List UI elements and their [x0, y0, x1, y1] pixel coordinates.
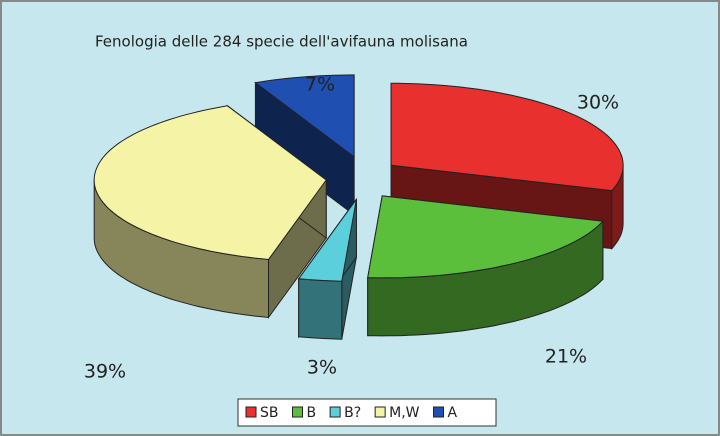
slice — [367, 195, 604, 279]
slice — [93, 105, 327, 261]
legend-label: B — [307, 405, 317, 421]
legend-label: SB — [260, 405, 279, 421]
legend-swatch — [374, 406, 386, 418]
data-label: 7% — [305, 74, 335, 96]
legend-swatch — [292, 406, 303, 418]
slice — [390, 82, 624, 192]
slice — [297, 199, 357, 282]
slice-side — [298, 278, 343, 340]
legend-box — [237, 398, 497, 427]
chart-title: Fenologia delle 284 specie dell'avifauna… — [95, 33, 468, 51]
legend-label: A — [448, 405, 458, 421]
data-label: 30% — [577, 92, 619, 114]
legend: SB B B? M,W A — [245, 405, 458, 421]
legend-label: M,W — [389, 405, 420, 421]
legend-swatch — [433, 406, 445, 418]
legend-swatch — [329, 406, 341, 418]
data-label: 39% — [84, 361, 126, 383]
legend-swatch — [245, 406, 257, 418]
legend-label: B? — [344, 405, 361, 421]
slice — [254, 74, 355, 158]
pie — [93, 74, 624, 340]
data-label: 21% — [545, 346, 587, 368]
data-label: 3% — [307, 357, 337, 379]
